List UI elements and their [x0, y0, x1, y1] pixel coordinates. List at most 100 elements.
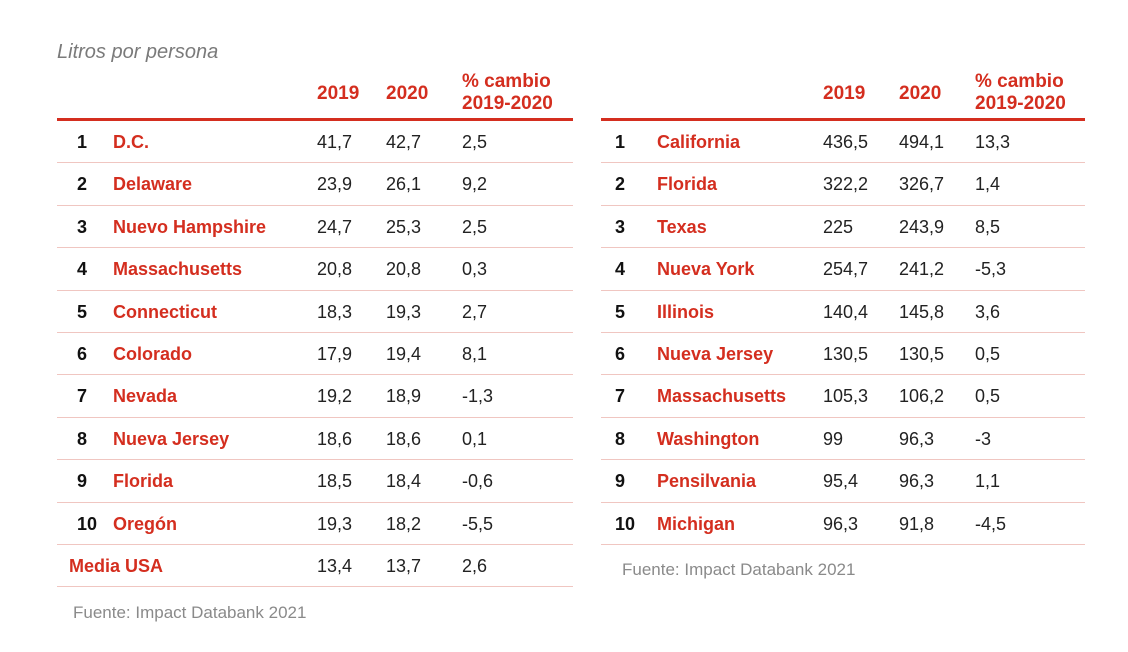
table-row: 4 Nueva York 254,7 241,2 -5,3 [601, 248, 1085, 291]
cell-2020: 494,1 [899, 132, 945, 152]
table-row: 6 Colorado 17,9 19,4 8,1 [57, 333, 573, 376]
cell-2019: 18,3 [317, 301, 353, 322]
table-row: 4 Massachusetts 20,8 20,8 0,3 [57, 248, 573, 291]
row-name: Media USA [69, 555, 164, 576]
row-rank: 10 [77, 513, 98, 534]
cell-pct-change: -0,6 [462, 471, 494, 492]
table-row: 1 D.C. 41,7 42,7 2,5 [57, 121, 573, 164]
row-name: Colorado [113, 343, 192, 364]
header-pct-line1: % cambio [462, 71, 551, 92]
header-2020: 2020 [899, 83, 942, 104]
source-note-left: Fuente: Impact Databank 2021 [73, 603, 307, 622]
left-table-body: 1 D.C. 41,7 42,7 2,5 2 Delaware 23,9 26,1 9,2 3 Nue… [57, 121, 573, 588]
table-row: 9 Florida 18,5 18,4 -0,6 [57, 460, 573, 503]
cell-2019: 130,5 [823, 343, 869, 364]
cell-2020: 241,2 [899, 259, 945, 280]
cell-pct-change: 1,4 [975, 174, 1001, 195]
row-name: Illinois [657, 301, 715, 322]
source-note-right: Fuente: Impact Databank 2021 [622, 560, 856, 579]
table-row: 5 Connecticut 18,3 19,3 2,7 [57, 291, 573, 333]
cell-2019: 19,2 [317, 386, 353, 407]
cell-2019: 322,2 [823, 174, 869, 195]
cell-pct-change: 0,3 [462, 259, 488, 280]
row-name: Washington [657, 428, 760, 449]
row-rank: 5 [77, 301, 88, 322]
cell-pct-change: -1,3 [462, 386, 494, 407]
row-name: Delaware [113, 174, 193, 195]
row-rank: 8 [615, 428, 626, 449]
row-name: Nevada [113, 386, 178, 407]
header-pct-line2: 2019-2020 [975, 93, 1066, 114]
row-rank: 2 [615, 174, 626, 195]
table-row: 7 Nevada 19,2 18,9 -1,3 [57, 375, 573, 418]
row-rank: 2 [77, 174, 88, 195]
row-name: Oregón [113, 513, 178, 534]
row-rank: 9 [77, 471, 88, 492]
table-row: 8 Washington 99 96,3 -3 [601, 418, 1085, 461]
table-row: 10 Michigan 96,3 91,8 -4,5 [601, 503, 1085, 545]
cell-2019: 140,4 [823, 301, 869, 322]
cell-2019: 24,7 [317, 216, 353, 237]
left-table: 2019 2020 % cambio 2019-2020 1 D.C. 41,7 42… [57, 70, 573, 588]
header-2020: 2020 [386, 83, 429, 104]
row-rank: 9 [615, 471, 626, 492]
row-name: Texas [657, 216, 707, 237]
table-row: 9 Pensilvania 95,4 96,3 1,1 [601, 460, 1085, 503]
cell-pct-change: 1,1 [975, 471, 1001, 492]
row-rank: 6 [615, 343, 626, 364]
table-row: 3 Texas 225 243,9 8,5 [601, 206, 1085, 249]
cell-2019: 436,5 [823, 132, 869, 152]
table-row: Media USA 13,4 13,7 2,6 [57, 545, 573, 588]
cell-2019: 17,9 [317, 343, 353, 364]
chart-subtitle: Litros por persona [57, 41, 219, 63]
row-rank: 6 [77, 343, 88, 364]
row-name: Nueva Jersey [113, 428, 230, 449]
cell-pct-change: 8,1 [462, 343, 488, 364]
table-row: 6 Nueva Jersey 130,5 130,5 0,5 [601, 333, 1085, 376]
table-row: 10 Oregón 19,3 18,2 -5,5 [57, 503, 573, 545]
cell-2020: 42,7 [386, 132, 422, 152]
row-name: Massachusetts [113, 259, 243, 280]
header-2019: 2019 [317, 83, 360, 104]
right-table-header: 2019 2020 % cambio 2019-2020 [601, 70, 1085, 121]
cell-2019: 96,3 [823, 513, 859, 534]
row-rank: 8 [77, 428, 88, 449]
right-table-body: 1 California 436,5 494,1 13,3 2 Florida 322,2 32… [601, 121, 1085, 545]
cell-2020: 243,9 [899, 216, 945, 237]
row-name: Nueva York [657, 259, 755, 280]
row-rank: 3 [615, 216, 626, 237]
cell-2019: 18,5 [317, 471, 353, 492]
cell-pct-change: -5,3 [975, 259, 1007, 280]
row-name: Nueva Jersey [657, 343, 774, 364]
row-name: Connecticut [113, 301, 218, 322]
table-row: 8 Nueva Jersey 18,6 18,6 0,1 [57, 418, 573, 461]
cell-2020: 91,8 [899, 513, 935, 534]
cell-2019: 20,8 [317, 259, 353, 280]
row-name: Florida [113, 471, 174, 492]
table-row: 3 Nuevo Hampshire 24,7 25,3 2,5 [57, 206, 573, 249]
row-name: Nuevo Hampshire [113, 216, 267, 237]
cell-pct-change: 2,5 [462, 216, 488, 237]
cell-2019: 41,7 [317, 132, 353, 152]
right-table: 2019 2020 % cambio 2019-2020 1 California… [601, 70, 1085, 545]
row-rank: 7 [77, 386, 88, 407]
row-rank: 7 [615, 386, 626, 407]
row-name: Florida [657, 174, 718, 195]
cell-2020: 18,2 [386, 513, 422, 534]
table-row: 1 California 436,5 494,1 13,3 [601, 121, 1085, 164]
header-pct-line2: 2019-2020 [462, 93, 553, 114]
cell-2020: 96,3 [899, 428, 935, 449]
cell-2020: 20,8 [386, 259, 422, 280]
table-row: 2 Delaware 23,9 26,1 9,2 [57, 163, 573, 206]
cell-2019: 23,9 [317, 174, 353, 195]
row-rank: 4 [615, 259, 626, 280]
cell-2020: 26,1 [386, 174, 422, 195]
cell-2019: 225 [823, 216, 854, 237]
cell-2020: 130,5 [899, 343, 945, 364]
header-pct-line1: % cambio [975, 71, 1064, 92]
cell-pct-change: 13,3 [975, 132, 1011, 152]
row-name: Massachusetts [657, 386, 787, 407]
cell-pct-change: 3,6 [975, 301, 1001, 322]
cell-2020: 18,9 [386, 386, 422, 407]
cell-2020: 18,4 [386, 471, 422, 492]
